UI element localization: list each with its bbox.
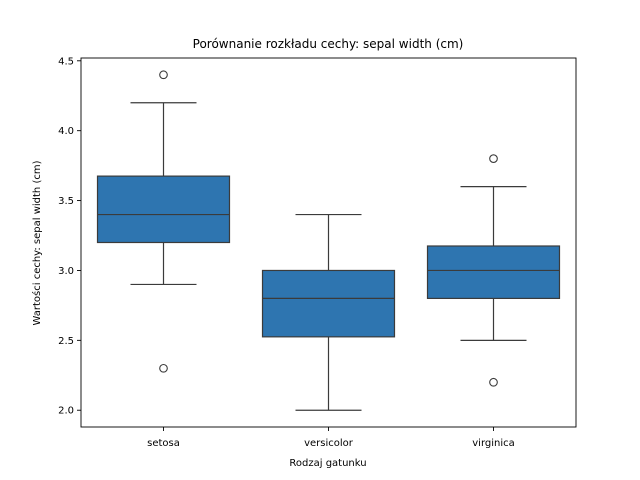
y-axis-label: Wartości cechy: sepal width (cm) (31, 160, 43, 325)
outlier-point (159, 363, 168, 373)
y-tick-label: 2.5 (58, 336, 74, 347)
x-tick-label: virginica (472, 438, 515, 449)
box-versicolor (261, 269, 396, 338)
box-setosa (96, 175, 231, 244)
outlier-point (489, 154, 498, 163)
y-tick-label: 2.0 (58, 406, 74, 417)
y-tick-label: 3.5 (58, 196, 74, 207)
x-tick-label: setosa (147, 438, 180, 449)
x-axis-label: Rodzaj gatunku (289, 458, 366, 469)
outlier-point (159, 70, 168, 80)
y-tick-label: 4.0 (58, 126, 74, 137)
plot-area: 2.0 2.5 3.0 3.5 4.0 4.5 setosa versicolor virgin… (58, 56, 577, 449)
x-tick-label: versicolor (304, 438, 354, 449)
chart-title: Porównanie rozkładu cechy: sepal width (… (193, 37, 464, 51)
outlier-point (489, 377, 498, 387)
y-tick-label: 4.5 (58, 56, 74, 67)
y-tick-label: 3.0 (58, 266, 74, 277)
box-virginica (426, 245, 561, 300)
